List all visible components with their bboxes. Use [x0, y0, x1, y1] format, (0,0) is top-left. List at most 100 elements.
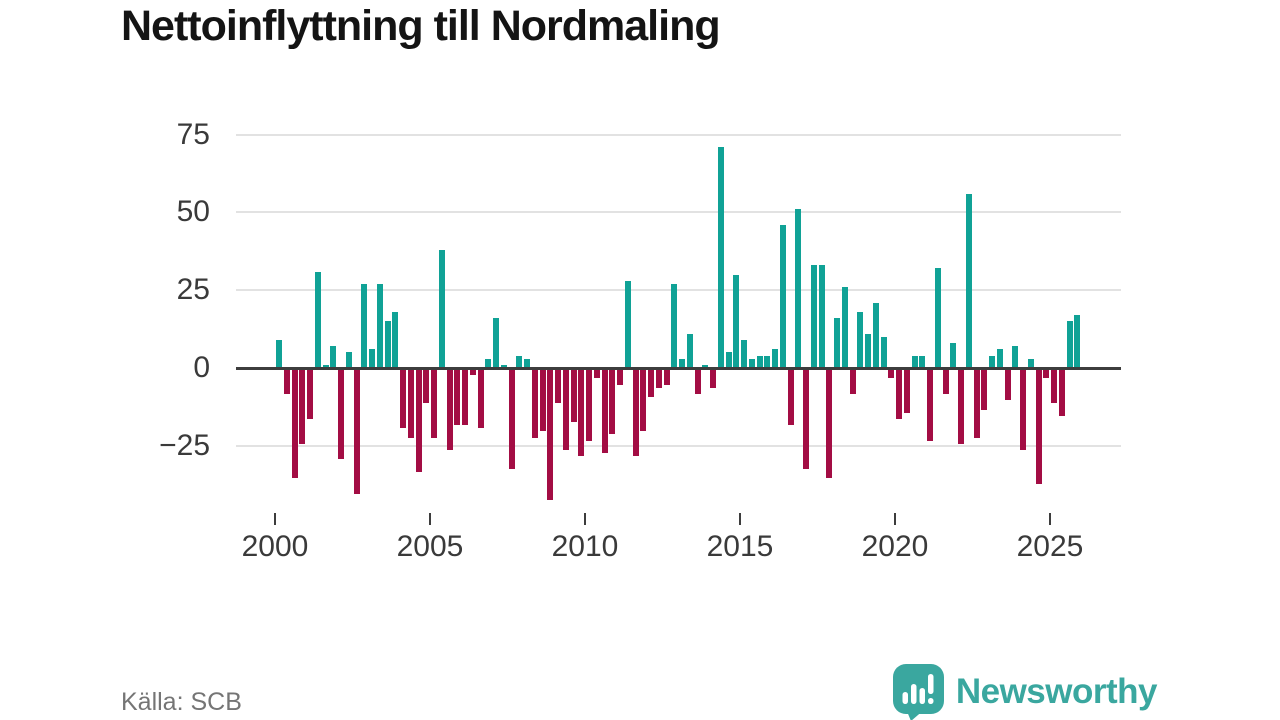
- gridline-75: [236, 133, 1121, 136]
- source-label: Källa: SCB: [121, 688, 242, 716]
- x-tick-2000: [274, 513, 276, 525]
- bar-2009-q4: [578, 369, 585, 457]
- gridline-50: [236, 211, 1121, 214]
- bar-2006-q1: [462, 369, 468, 425]
- bar-2018-q4: [857, 312, 864, 368]
- bar-2007-q2: [500, 364, 507, 368]
- bar-2007-q3: [508, 369, 515, 469]
- y-axis-label-0: 0: [193, 351, 210, 384]
- bar-2001-q3: [322, 364, 329, 368]
- bar-2017-q2: [810, 265, 817, 368]
- bar-2008-q1: [524, 358, 530, 368]
- bar-2024-q3: [1035, 369, 1042, 485]
- x-tick-2015: [739, 513, 741, 525]
- bar-2019-q2: [872, 302, 879, 368]
- bar-2017-q4: [826, 369, 833, 478]
- newsworthy-logo-icon: [892, 664, 944, 720]
- bar-2023-q2: [996, 349, 1003, 368]
- bar-2001-q1: [307, 369, 313, 419]
- y-axis-label-25: 25: [176, 273, 210, 307]
- bar-2013-q1: [679, 358, 685, 368]
- x-tick-2025: [1049, 513, 1051, 525]
- bar-2021-q3: [942, 369, 949, 394]
- bar-2011-q4: [640, 369, 647, 432]
- bar-2010-q2: [593, 369, 600, 379]
- bar-2008-q3: [539, 369, 546, 432]
- bar-2003-q3: [384, 321, 391, 368]
- bar-2016-q3: [787, 369, 794, 425]
- bar-2010-q1: [586, 369, 592, 441]
- bar-2003-q4: [392, 312, 399, 368]
- bar-2003-q2: [376, 284, 383, 368]
- bar-2005-q1: [431, 369, 437, 438]
- bar-2019-q3: [880, 336, 887, 368]
- bar-2001-q2: [314, 271, 321, 368]
- bar-2025-q4: [1074, 315, 1081, 368]
- bar-2019-q4: [888, 369, 895, 379]
- bar-2011-q2: [624, 280, 631, 368]
- bar-2006-q3: [477, 369, 484, 429]
- bar-2018-q3: [849, 369, 856, 394]
- x-axis-label-2010: 2010: [551, 530, 619, 563]
- bar-2004-q1: [400, 369, 406, 429]
- gridline--25: [236, 444, 1121, 447]
- bar-2025-q3: [1066, 321, 1073, 368]
- bar-2020-q3: [911, 355, 918, 368]
- bar-2002-q1: [338, 369, 344, 460]
- bar-2010-q4: [609, 369, 616, 435]
- y-axis-label-75: 75: [176, 117, 210, 151]
- bar-2024-q4: [1043, 369, 1050, 379]
- bar-2002-q4: [361, 284, 368, 368]
- bar-2015-q3: [756, 355, 763, 368]
- bar-2022-q4: [981, 369, 988, 410]
- bar-2006-q2: [469, 369, 476, 376]
- x-axis-label-2005: 2005: [396, 530, 464, 563]
- bar-2016-q2: [779, 224, 786, 368]
- bar-2024-q2: [1027, 358, 1034, 368]
- bar-2000-q2: [283, 369, 290, 394]
- bar-2005-q3: [446, 369, 453, 450]
- bar-2012-q2: [655, 369, 662, 388]
- bar-2008-q2: [531, 369, 538, 438]
- bar-2016-q4: [795, 209, 802, 368]
- bar-2021-q4: [950, 343, 957, 368]
- bar-2012-q1: [648, 369, 654, 397]
- bar-2015-q4: [764, 355, 771, 368]
- x-tick-2010: [584, 513, 586, 525]
- bar-2020-q2: [903, 369, 910, 413]
- bar-2004-q2: [407, 369, 414, 438]
- bar-2008-q4: [547, 369, 554, 500]
- bar-2021-q1: [927, 369, 933, 441]
- bar-2014-q3: [725, 352, 732, 368]
- x-axis-label-2025: 2025: [1016, 530, 1084, 563]
- bar-2000-q4: [299, 369, 306, 444]
- bar-2013-q2: [686, 333, 693, 368]
- bar-2003-q1: [369, 349, 375, 368]
- bar-2012-q4: [671, 284, 678, 368]
- y-axis-label-50: 50: [176, 195, 210, 229]
- bar-2024-q1: [1020, 369, 1026, 450]
- bar-2013-q4: [702, 364, 709, 368]
- bar-2023-q4: [1012, 346, 1019, 368]
- bar-2014-q1: [710, 369, 716, 388]
- bar-2012-q3: [663, 369, 670, 385]
- bar-2022-q3: [973, 369, 980, 438]
- bar-2018-q1: [834, 318, 840, 368]
- bar-2019-q1: [865, 333, 871, 368]
- zero-line: [236, 367, 1121, 370]
- bar-2020-q4: [919, 355, 926, 368]
- bar-2025-q2: [1058, 369, 1065, 416]
- bar-2005-q2: [438, 249, 445, 368]
- bar-2006-q4: [485, 358, 492, 368]
- bar-2004-q3: [415, 369, 422, 472]
- chart-title: Nettoinflyttning till Nordmaling: [121, 2, 721, 50]
- gridline-25: [236, 289, 1121, 292]
- bar-2014-q2: [717, 147, 724, 368]
- bar-2016-q1: [772, 349, 778, 368]
- bar-2001-q4: [330, 346, 337, 368]
- bar-2011-q3: [632, 369, 639, 457]
- bar-2014-q4: [733, 274, 740, 368]
- x-axis-label-2015: 2015: [706, 530, 774, 563]
- bar-2011-q1: [617, 369, 623, 385]
